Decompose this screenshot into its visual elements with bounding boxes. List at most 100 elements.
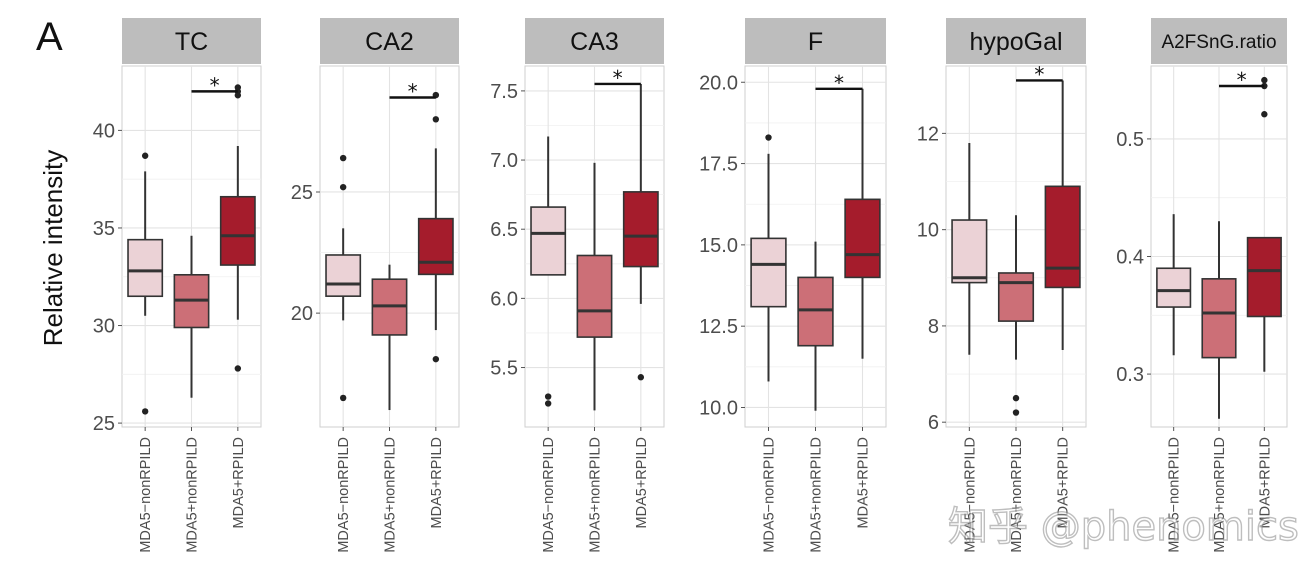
x-tick-label: MDA5+nonRPILD <box>809 437 825 553</box>
y-tick-label: 6.5 <box>490 219 518 241</box>
outlier-point <box>1261 111 1268 118</box>
x-tick-label: MDA5−nonRPILD <box>1167 437 1183 553</box>
panel-0: TC 25 30 35 40 MDA5−nonRPILD MDA5+nonRPILD MDA5… <box>93 18 262 553</box>
outlier-point <box>765 134 772 141</box>
y-tick-label: 25 <box>291 182 313 204</box>
outlier-point <box>432 355 440 363</box>
facet-strip <box>122 18 261 64</box>
box-2 <box>219 195 256 266</box>
outlier-point <box>141 408 149 415</box>
panel-1: CA2 20 25 MDA5−nonRPILD MDA5+nonRPILD MDA5+RP… <box>291 18 460 553</box>
outlier-point <box>141 152 149 159</box>
box-1 <box>797 276 834 347</box>
x-tick-label: MDA5−nonRPILD <box>962 437 978 553</box>
box-0 <box>951 219 988 284</box>
x-tick-label: MDA5+RPILD <box>634 437 650 528</box>
y-tick-label: 6 <box>928 412 939 434</box>
outlier-point <box>1012 394 1020 402</box>
x-tick-label: MDA5+nonRPILD <box>588 437 604 553</box>
y-tick-label: 10 <box>917 220 939 242</box>
outlier-point <box>1261 82 1268 90</box>
panel-letter: A <box>36 15 63 59</box>
significance-star: * <box>613 66 623 90</box>
y-tick-label: 7.0 <box>490 150 518 172</box>
y-tick-label: 15.0 <box>699 235 738 257</box>
outlier-point <box>544 393 552 400</box>
outlier-point <box>637 374 645 381</box>
outlier-point <box>339 183 347 191</box>
box-0 <box>325 254 362 297</box>
x-tick-label: MDA5−nonRPILD <box>541 437 557 553</box>
outlier-point <box>1261 76 1268 84</box>
y-tick-label: 35 <box>93 218 115 240</box>
facet-strip <box>1151 18 1287 64</box>
watermark-text: 知乎 @phenomics <box>948 504 1299 550</box>
facet-title: CA2 <box>365 28 414 56</box>
box-2 <box>622 191 659 268</box>
outlier-point <box>1012 409 1020 416</box>
significance-star: * <box>1034 62 1044 86</box>
box-1 <box>1201 278 1237 359</box>
outlier-point <box>432 116 440 123</box>
x-tick-label: MDA5+nonRPILD <box>1009 437 1025 553</box>
facet-strip <box>525 18 664 64</box>
facet-title: A2FSnG.ratio <box>1161 32 1276 53</box>
x-tick-label: MDA5+RPILD <box>1056 437 1072 528</box>
box-0 <box>530 206 567 276</box>
panel-4: hypoGal 6 8 10 12 MDA5−nonRPILD MDA5+nonRPILD M… <box>917 18 1087 553</box>
y-tick-label: 5.5 <box>490 358 518 380</box>
significance-star: * <box>408 79 418 103</box>
y-tick-label: 8 <box>928 316 939 338</box>
significance-star: * <box>210 73 220 97</box>
y-tick-label: 40 <box>93 120 115 142</box>
x-tick-label: MDA5−nonRPILD <box>336 437 352 553</box>
box-1 <box>576 254 613 338</box>
x-tick-label: MDA5+nonRPILD <box>383 437 399 553</box>
box-1 <box>997 272 1035 322</box>
panels-group: TC 25 30 35 40 MDA5−nonRPILD MDA5+nonRPILD MDA5… <box>93 18 1288 553</box>
y-tick-label: 7.5 <box>490 81 518 103</box>
y-tick-label: 30 <box>93 316 115 338</box>
facet-title: CA3 <box>570 28 619 56</box>
x-tick-label: MDA5+RPILD <box>856 437 872 528</box>
box-0 <box>1156 267 1192 308</box>
outlier-point <box>234 365 242 372</box>
box-0 <box>127 238 164 298</box>
facet-title: F <box>808 28 823 56</box>
facet-title: hypoGal <box>969 28 1062 56</box>
y-tick-label: 17.5 <box>699 154 738 176</box>
box-0 <box>750 237 787 308</box>
x-tick-label: MDA5+RPILD <box>429 437 445 528</box>
y-tick-label: 10.0 <box>699 397 738 419</box>
significance-star: * <box>1237 68 1247 92</box>
x-tick-label: MDA5+RPILD <box>231 437 247 528</box>
facet-strip <box>745 18 886 64</box>
significance-star: * <box>834 71 844 95</box>
y-tick-label: 0.3 <box>1116 364 1144 386</box>
panel-5: A2FSnG.ratio 0.3 0.4 0.5 MDA5−nonRPILD MDA5+n… <box>1116 18 1288 553</box>
outlier-point <box>234 84 242 91</box>
x-tick-label: MDA5+RPILD <box>1257 437 1273 528</box>
box-2 <box>417 217 454 276</box>
y-tick-label: 25 <box>93 413 115 435</box>
y-tick-label: 0.4 <box>1116 246 1144 268</box>
outlier-point <box>544 400 552 407</box>
y-tick-label: 20 <box>291 303 313 325</box>
facet-strip <box>320 18 459 64</box>
y-tick-label: 12 <box>917 123 939 145</box>
y-axis-title: Relative intensity <box>38 150 68 347</box>
x-tick-label: MDA5−nonRPILD <box>762 437 778 553</box>
panel-3: F 10.0 12.5 15.0 17.5 20.0 MDA5−nonRPILD MDA5+n… <box>699 18 887 553</box>
facet-strip <box>946 18 1086 64</box>
panel-2: CA3 5.5 6.0 6.5 7.0 7.5 MDA5−nonRPILD MDA5+nonR… <box>490 18 665 553</box>
y-tick-label: 20.0 <box>699 72 738 94</box>
y-tick-label: 6.0 <box>490 288 518 310</box>
x-tick-label: MDA5−nonRPILD <box>138 437 154 553</box>
y-tick-label: 0.5 <box>1116 129 1144 151</box>
x-tick-label: MDA5+nonRPILD <box>1212 437 1228 553</box>
y-tick-label: 12.5 <box>699 316 738 338</box>
outlier-point <box>339 394 347 402</box>
box-2 <box>844 198 881 279</box>
box-2 <box>1044 185 1081 289</box>
